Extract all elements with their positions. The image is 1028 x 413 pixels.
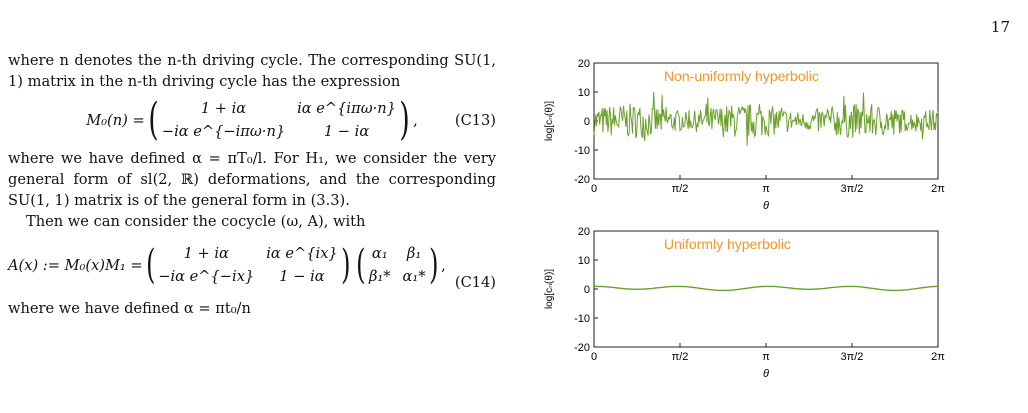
paragraph-1: where n denotes the n-th driving cycle. … <box>8 52 496 90</box>
eq-c14-label: (C14) <box>454 274 496 291</box>
eq-c14-m11: 1 + iα <box>183 245 229 262</box>
x-tick-label-1-0: 0 <box>591 183 597 195</box>
x-tick-label-2-1: π/2 <box>672 351 689 363</box>
eq-c14-tail: , <box>441 256 446 274</box>
ylabel-1: log[cₙ(θ)] <box>544 101 555 141</box>
eq-c14-n21: β₁* <box>368 268 391 285</box>
eq-c13-m11: 1 + iα <box>200 100 247 117</box>
y-tick-label-1-0: 20 <box>578 58 590 70</box>
y-tick-label-2-0: 20 <box>578 226 590 238</box>
x-tick-label-2-2: π <box>762 351 770 363</box>
x-tick-label-2-4: 2π <box>931 351 945 363</box>
eq-c14-m12: iα e^{ix} <box>266 245 338 262</box>
x-tick-label-2-3: 3π/2 <box>841 351 864 363</box>
xlabel-1: θ <box>763 200 769 212</box>
paragraph-2: where we have defined α = πT₀/l. For H₁,… <box>8 150 496 209</box>
annotation-2: Uniformly hyperbolic <box>664 236 791 252</box>
equation-c13: M₀(n) = ( 1 + iα iα e^{iπω·n} −iα e^{−iπ… <box>8 92 496 148</box>
eq-c14-lhs: A(x) := M₀(x)M₁ = <box>8 256 143 274</box>
eq-c14-matrix-2: ( α₁ β₁ β₁* α₁* ) <box>356 242 439 288</box>
x-tick-label-2-0: 0 <box>591 351 597 363</box>
eq-c13-matrix: ( 1 + iα iα e^{iπω·n} −iα e^{−iπω·n} 1 −… <box>148 94 410 145</box>
eq-c14-n22: α₁* <box>402 268 426 285</box>
x-tick-label-1-4: 2π <box>931 183 945 195</box>
y-tick-label-1-3: -10 <box>574 145 590 157</box>
eq-c14-m21: −iα e^{−ix} <box>158 268 255 285</box>
eq-c14-n11: α₁ <box>371 245 388 262</box>
eq-c14-matrix-1: ( 1 + iα iα e^{ix} −iα e^{−ix} 1 − iα ) <box>145 242 351 288</box>
ylabel-2: log[cₙ(θ)] <box>544 269 555 309</box>
series-line-1 <box>593 91 939 146</box>
y-tick-label-1-4: -20 <box>574 174 590 186</box>
xlabel-2: θ <box>763 368 769 380</box>
y-tick-label-2-4: -20 <box>574 342 590 354</box>
equation-c14: A(x) := M₀(x)M₁ = ( 1 + iα iα e^{ix} −iα… <box>8 232 496 298</box>
eq-c13-m12: iα e^{iπω·n} <box>297 100 396 117</box>
eq-c13-label: (C13) <box>454 111 496 129</box>
y-tick-label-1-2: 0 <box>584 116 590 128</box>
paragraph-3: Then we can consider the cocycle (ω, A),… <box>26 213 366 230</box>
figure-panels: log[cₙ(θ)] θ Non-uniformly hyperbolic 20… <box>544 58 945 380</box>
page-number: 17 <box>990 18 1010 36</box>
x-tick-label-1-3: 3π/2 <box>841 183 864 195</box>
y-tick-label-2-2: 0 <box>584 284 590 296</box>
y-tick-label-2-3: -10 <box>574 313 590 325</box>
panel-uniform: log[cₙ(θ)] θ Uniformly hyperbolic 20100-… <box>544 226 945 380</box>
paragraph-4: where we have defined α = πt₀/n <box>8 300 251 317</box>
eq-c13-m22: 1 − iα <box>323 123 370 140</box>
panel-non-uniform: log[cₙ(θ)] θ Non-uniformly hyperbolic 20… <box>544 58 945 212</box>
eq-c13-lhs: M₀(n) = <box>86 111 145 129</box>
eq-c14-n12: β₁ <box>406 245 422 262</box>
text-column: where n denotes the n-th driving cycle. … <box>8 50 496 319</box>
series-line-2 <box>594 285 938 292</box>
eq-c14-m22: 1 − iα <box>279 268 325 285</box>
eq-c13-m21: −iα e^{−iπω·n} <box>161 123 286 140</box>
y-tick-label-2-1: 10 <box>578 255 590 267</box>
y-tick-label-1-1: 10 <box>578 87 590 99</box>
x-tick-label-1-1: π/2 <box>672 183 689 195</box>
eq-c13-tail: , <box>413 111 418 129</box>
annotation-1: Non-uniformly hyperbolic <box>664 68 819 84</box>
x-tick-label-1-2: π <box>762 183 770 195</box>
